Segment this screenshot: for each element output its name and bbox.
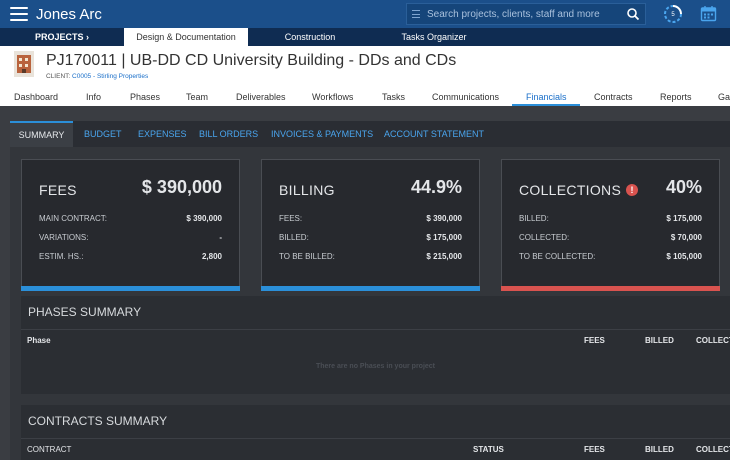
- tab-tasks-organizer[interactable]: Tasks Organizer: [401, 32, 467, 42]
- nav-gallery[interactable]: Ga: [718, 92, 730, 102]
- projects-menu[interactable]: PROJECTS ›: [34, 32, 89, 42]
- card-row: ESTIM. HS.: 2,800: [39, 252, 222, 261]
- row-label: VARIATIONS:: [39, 233, 89, 242]
- row-label: TO BE BILLED:: [279, 252, 335, 261]
- nav-phases[interactable]: Phases: [130, 92, 161, 102]
- row-value: -: [219, 233, 222, 242]
- row-label: COLLECTED:: [519, 233, 570, 242]
- collections-card: COLLECTIONS! 40% BILLED: $ 175,000 COLLEC…: [501, 159, 720, 291]
- billing-card-title: BILLING: [279, 182, 335, 198]
- nav-dashboard[interactable]: Dashboard: [14, 92, 59, 102]
- client-link[interactable]: C0005 - Stirling Properties: [72, 73, 149, 80]
- collections-label: COLLECTIONS: [519, 182, 622, 198]
- brand-name: Jones Arc: [36, 5, 102, 23]
- phases-table-header: Phase FEES BILLED COLLECT: [21, 329, 730, 350]
- fees-card-value: $ 390,000: [141, 177, 222, 197]
- svg-text:5: 5: [671, 12, 675, 18]
- column-header[interactable]: FEES: [584, 336, 605, 345]
- nav-workflows[interactable]: Workflows: [312, 92, 354, 102]
- list-icon: [412, 10, 420, 18]
- nav-team[interactable]: Team: [186, 92, 209, 102]
- nav-reports[interactable]: Reports: [660, 92, 692, 102]
- tab-summary[interactable]: SUMMARY: [10, 121, 73, 147]
- tab-bill-orders[interactable]: BILL ORDERS: [199, 129, 259, 139]
- menu-icon[interactable]: [10, 7, 28, 21]
- empty-state-text: There are no Phases in your project: [315, 363, 436, 370]
- column-header[interactable]: FEES: [584, 445, 605, 454]
- card-row: TO BE BILLED: $ 215,000: [279, 252, 462, 261]
- column-header[interactable]: BILLED: [645, 336, 674, 345]
- top-bar: Jones Arc 5: [0, 0, 730, 28]
- search-input[interactable]: [407, 4, 645, 24]
- contracts-table-header: CONTRACT STATUS FEES BILLED COLLECT: [21, 438, 730, 459]
- fees-card-title: FEES: [39, 182, 77, 198]
- contracts-summary: CONTRACTS SUMMARY CONTRACT STATUS FEES B…: [21, 405, 730, 460]
- column-header[interactable]: BILLED: [645, 445, 674, 454]
- fees-card-accent: [21, 286, 240, 291]
- alert-icon[interactable]: !: [626, 184, 639, 196]
- page-title: PJ170011 | UB-DD CD University Building …: [46, 52, 457, 69]
- phases-summary: PHASES SUMMARY Phase FEES BILLED COLLEC T…: [21, 296, 730, 394]
- card-row: COLLECTED: $ 70,000: [519, 233, 702, 242]
- contracts-summary-title: CONTRACTS SUMMARY: [28, 414, 168, 428]
- row-value: $ 390,000: [426, 214, 462, 223]
- row-value: $ 105,000: [666, 252, 702, 261]
- global-search: [406, 3, 646, 25]
- fees-card: FEES $ 390,000 MAIN CONTRACT: $ 390,000 V…: [21, 159, 240, 291]
- row-label: TO BE COLLECTED:: [519, 252, 596, 261]
- project-thumbnail: [14, 51, 34, 77]
- column-header[interactable]: STATUS: [473, 445, 504, 454]
- row-label: FEES:: [279, 214, 303, 223]
- row-value: $ 175,000: [426, 233, 462, 242]
- row-label: BILLED:: [519, 214, 549, 223]
- column-header[interactable]: Phase: [27, 336, 51, 345]
- row-value: $ 70,000: [670, 233, 702, 242]
- collections-card-title: COLLECTIONS!: [519, 182, 639, 198]
- tab-design-documentation[interactable]: Design & Documentation: [124, 28, 248, 46]
- row-value: 2,800: [201, 252, 222, 261]
- row-label: ESTIM. HS.:: [39, 252, 84, 261]
- row-label: BILLED:: [279, 233, 309, 242]
- billing-card: BILLING 44.9% FEES: $ 390,000 BILLED: $ 17…: [261, 159, 480, 291]
- nav-deliverables[interactable]: Deliverables: [236, 92, 286, 102]
- financial-tabs: SUMMARY BUDGET EXPENSES BILL ORDERS INVO…: [10, 121, 730, 147]
- tab-budget[interactable]: BUDGET: [84, 129, 122, 139]
- billing-card-value: 44.9%: [410, 177, 462, 197]
- column-header[interactable]: COLLECT: [696, 336, 730, 345]
- column-header[interactable]: COLLECT: [696, 445, 730, 454]
- card-row: MAIN CONTRACT: $ 390,000: [39, 214, 222, 223]
- tab-expenses[interactable]: EXPENSES: [138, 129, 187, 139]
- card-row: BILLED: $ 175,000: [519, 214, 702, 223]
- billing-card-accent: [261, 286, 480, 291]
- column-header[interactable]: CONTRACT: [27, 445, 72, 454]
- project-nav: Dashboard Info Phases Team Deliverables …: [0, 88, 730, 106]
- row-value: $ 215,000: [426, 252, 462, 261]
- collections-card-accent: [501, 286, 720, 291]
- row-value: $ 175,000: [666, 214, 702, 223]
- client-label: CLIENT:: [46, 73, 71, 80]
- row-label: MAIN CONTRACT:: [39, 214, 107, 223]
- card-row: VARIATIONS: -: [39, 233, 222, 242]
- nav-communications[interactable]: Communications: [432, 92, 500, 102]
- timer-icon[interactable]: 5: [662, 3, 684, 25]
- nav-info[interactable]: Info: [86, 92, 102, 102]
- card-row: TO BE COLLECTED: $ 105,000: [519, 252, 702, 261]
- tab-construction[interactable]: Construction: [284, 32, 336, 42]
- calendar-icon[interactable]: [700, 5, 717, 22]
- tab-account-statement[interactable]: ACCOUNT STATEMENT: [384, 129, 485, 139]
- card-row: BILLED: $ 175,000: [279, 233, 462, 242]
- nav-tasks[interactable]: Tasks: [382, 92, 406, 102]
- module-bar: PROJECTS › Design & Documentation Constr…: [0, 28, 730, 46]
- phases-summary-title: PHASES SUMMARY: [28, 305, 142, 319]
- client-line: CLIENT: C0005 - Stirling Properties: [46, 73, 148, 80]
- project-header: PJ170011 | UB-DD CD University Building …: [0, 46, 730, 106]
- nav-financials[interactable]: Financials: [526, 92, 567, 102]
- tab-invoices-payments[interactable]: INVOICES & PAYMENTS: [271, 129, 374, 139]
- card-row: FEES: $ 390,000: [279, 214, 462, 223]
- collections-card-value: 40%: [665, 177, 702, 197]
- row-value: $ 390,000: [186, 214, 222, 223]
- nav-contracts[interactable]: Contracts: [594, 92, 633, 102]
- active-nav-underline: [512, 104, 580, 106]
- search-icon[interactable]: [626, 7, 640, 21]
